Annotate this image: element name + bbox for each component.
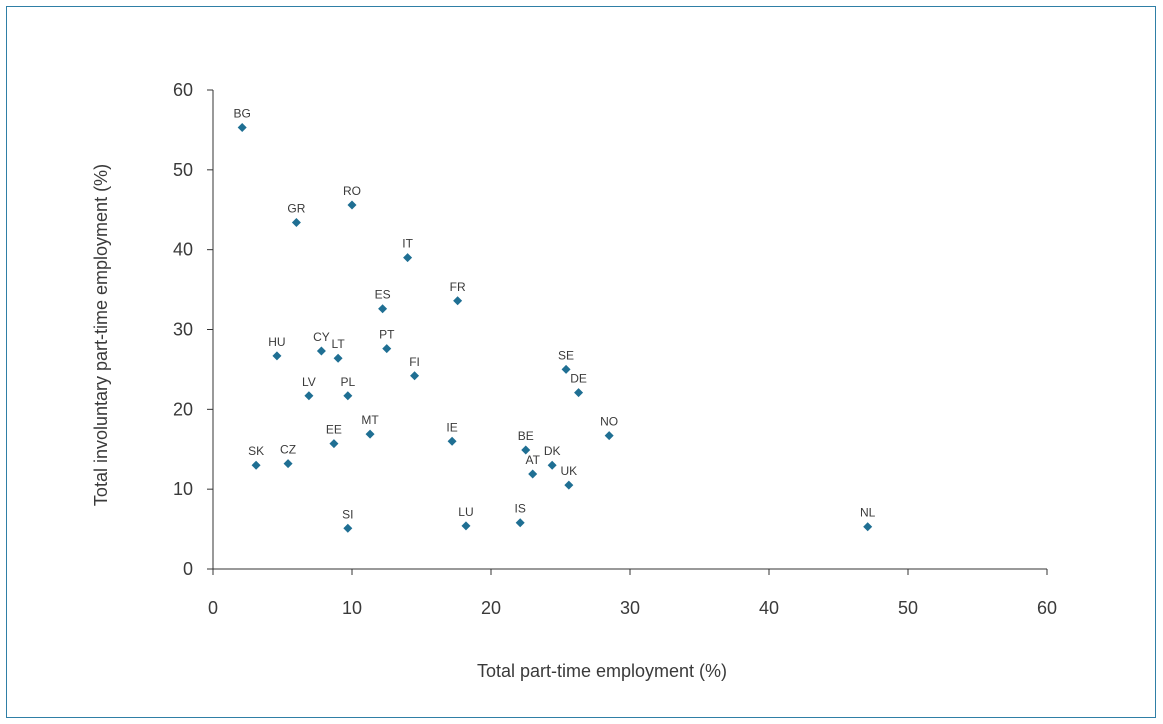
point-label-de: DE — [570, 372, 587, 386]
point-label-si: SI — [342, 507, 353, 521]
data-point-bg — [237, 123, 247, 133]
x-tick-label: 0 — [208, 598, 218, 618]
axes: 0 10 20 30 40 50 60 0 10 20 30 40 50 60 — [173, 80, 1057, 618]
point-label-lu: LU — [458, 505, 473, 519]
point-label-is: IS — [515, 502, 526, 516]
data-point-ee — [329, 439, 339, 449]
point-label-nl: NL — [860, 506, 876, 520]
x-tick-label: 20 — [481, 598, 501, 618]
point-label-gr: GR — [287, 202, 305, 216]
x-tick-label: 60 — [1037, 598, 1057, 618]
x-tick-label: 10 — [342, 598, 362, 618]
data-point-dk — [547, 460, 557, 470]
data-point-be — [521, 445, 531, 455]
data-point-cy — [316, 346, 326, 356]
y-axis-title: Total involuntary part-time employment (… — [91, 164, 111, 506]
point-label-sk: SK — [248, 444, 264, 458]
point-label-cy: CY — [313, 330, 330, 344]
data-point-hu — [272, 351, 282, 361]
y-tick-label: 0 — [183, 559, 193, 579]
point-label-es: ES — [375, 288, 391, 302]
point-label-at: AT — [525, 453, 540, 467]
point-label-hu: HU — [268, 335, 285, 349]
x-tick-label: 30 — [620, 598, 640, 618]
point-label-lv: LV — [302, 375, 316, 389]
point-label-uk: UK — [561, 464, 578, 478]
data-point-pt — [382, 344, 392, 354]
point-label-cz: CZ — [280, 443, 296, 457]
data-point-no — [604, 431, 614, 441]
y-tick-label: 60 — [173, 80, 193, 100]
x-tick-label: 50 — [898, 598, 918, 618]
point-label-mt: MT — [361, 413, 379, 427]
chart-frame — [6, 6, 1156, 718]
x-tick-label: 40 — [759, 598, 779, 618]
data-point-sk — [251, 460, 261, 470]
point-label-it: IT — [402, 237, 413, 251]
y-tick-label: 40 — [173, 240, 193, 260]
data-point-fi — [410, 371, 420, 381]
data-point-si — [343, 523, 353, 533]
point-label-no: NO — [600, 415, 618, 429]
data-point-it — [403, 253, 413, 263]
data-point-nl — [863, 522, 873, 532]
data-point-lv — [304, 391, 314, 401]
point-label-pl: PL — [340, 375, 355, 389]
point-label-pt: PT — [379, 328, 395, 342]
data-point-gr — [291, 218, 301, 228]
data-point-ro — [347, 200, 357, 210]
data-point-uk — [564, 480, 574, 490]
point-label-fi: FI — [409, 355, 420, 369]
point-label-ro: RO — [343, 184, 361, 198]
point-label-fr: FR — [450, 280, 466, 294]
y-tick-label: 50 — [173, 160, 193, 180]
y-tick-label: 30 — [173, 320, 193, 340]
data-point-lu — [461, 521, 471, 531]
x-axis-title: Total part-time employment (%) — [477, 661, 727, 681]
point-label-bg: BG — [234, 107, 251, 121]
data-point-fr — [453, 296, 463, 306]
data-point-de — [574, 388, 584, 398]
point-label-be: BE — [518, 429, 534, 443]
point-label-dk: DK — [544, 444, 561, 458]
data-point-pl — [343, 391, 353, 401]
data-point-se — [561, 364, 571, 374]
point-label-ee: EE — [326, 423, 342, 437]
data-point-is — [515, 518, 525, 528]
y-tick-label: 20 — [173, 399, 193, 419]
data-point-lt — [333, 353, 343, 363]
point-label-lt: LT — [332, 337, 346, 351]
point-label-se: SE — [558, 348, 574, 362]
data-point-mt — [365, 429, 375, 439]
data-point-ie — [447, 436, 457, 446]
point-label-ie: IE — [446, 420, 457, 434]
data-point-cz — [283, 459, 293, 469]
data-point-es — [378, 304, 388, 314]
data-point-at — [528, 469, 538, 479]
y-tick-label: 10 — [173, 479, 193, 499]
